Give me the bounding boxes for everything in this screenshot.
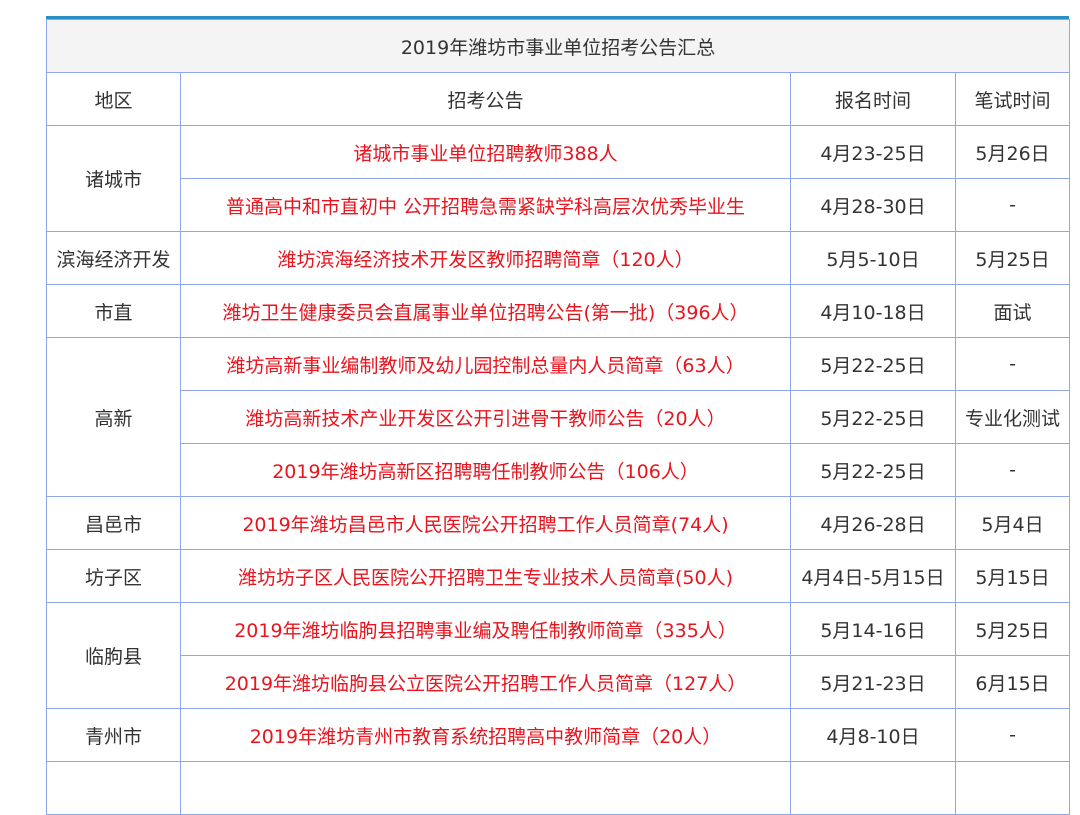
notice-link[interactable]: 潍坊滨海经济技术开发区教师招聘简章（120人） — [180, 231, 791, 285]
notice-link[interactable]: 2019年潍坊临朐县招聘事业编及聘任制教师简章（335人） — [180, 602, 791, 656]
table-row: 市直 潍坊卫生健康委员会直属事业单位招聘公告(第一批)（396人） 4月10-18日… — [46, 284, 1071, 338]
exam-time-cell: - — [954, 337, 1071, 391]
empty-cell — [954, 761, 1071, 815]
empty-cell — [180, 761, 791, 815]
region-cell: 诸城市 — [46, 125, 181, 232]
notice-link[interactable]: 2019年潍坊青州市教育系统招聘高中教师简章（20人） — [180, 708, 791, 762]
table-row: 青州市 2019年潍坊青州市教育系统招聘高中教师简章（20人） 4月8-10日 - — [46, 708, 1071, 762]
region-cell: 坊子区 — [46, 549, 181, 603]
empty-cell — [46, 761, 181, 815]
exam-time-cell: 5月26日 — [954, 125, 1071, 179]
table-row: 2019年潍坊高新区招聘聘任制教师公告（106人） 5月22-25日 - — [47, 443, 1071, 497]
signup-time-cell: 4月28-30日 — [790, 178, 956, 232]
notice-link[interactable]: 2019年潍坊昌邑市人民医院公开招聘工作人员简章(74人) — [180, 496, 791, 550]
table-row: 临朐县 2019年潍坊临朐县招聘事业编及聘任制教师简章（335人） 5月14-16日… — [46, 602, 1071, 709]
recruitment-summary-table-container: 2019年潍坊市事业单位招考公告汇总 地区 招考公告 报名时间 笔试时间 诸城市… — [45, 16, 1071, 815]
region-cell: 市直 — [46, 284, 181, 338]
region-cell: 滨海经济开发 — [46, 231, 181, 285]
table-row: 高新 潍坊高新事业编制教师及幼儿园控制总量内人员简章（63人） 5月22-25日 - — [46, 337, 1071, 497]
empty-cell — [790, 761, 956, 815]
exam-time-cell: 5月25日 — [954, 602, 1071, 656]
signup-time-cell: 5月21-23日 — [790, 655, 956, 709]
region-cell: 昌邑市 — [46, 496, 181, 550]
notice-link[interactable]: 普通高中和市直初中 公开招聘急需紧缺学科高层次优秀毕业生 — [180, 178, 791, 232]
region-cell: 高新 — [46, 337, 181, 497]
notice-link[interactable]: 2019年潍坊高新区招聘聘任制教师公告（106人） — [180, 443, 791, 497]
notice-link[interactable]: 2019年潍坊临朐县公立医院公开招聘工作人员简章（127人） — [180, 655, 791, 709]
exam-time-cell: 5月15日 — [954, 549, 1071, 603]
table-row: 滨海经济开发 潍坊滨海经济技术开发区教师招聘简章（120人） 5月5-10日 5月25… — [46, 231, 1071, 285]
signup-time-cell: 4月23-25日 — [790, 125, 956, 179]
notice-link[interactable]: 诸城市事业单位招聘教师388人 — [180, 125, 791, 179]
table-body: 诸城市 诸城市事业单位招聘教师388人 4月23-25日 5月26日 普通高中和市直初中… — [46, 125, 1071, 815]
recruitment-summary-table: 2019年潍坊市事业单位招考公告汇总 地区 招考公告 报名时间 笔试时间 诸城市… — [45, 19, 1071, 815]
exam-time-cell: 专业化测试 — [954, 390, 1071, 444]
table-row-partial — [46, 761, 1071, 815]
signup-time-cell: 5月22-25日 — [790, 443, 956, 497]
region-cell: 青州市 — [46, 708, 181, 762]
table-row: 昌邑市 2019年潍坊昌邑市人民医院公开招聘工作人员简章(74人) 4月26-28日… — [46, 496, 1071, 550]
exam-time-cell: 6月15日 — [954, 655, 1071, 709]
table-row: 普通高中和市直初中 公开招聘急需紧缺学科高层次优秀毕业生 4月28-30日 - — [47, 178, 1071, 232]
signup-time-cell: 5月5-10日 — [790, 231, 956, 285]
notice-link[interactable]: 潍坊高新技术产业开发区公开引进骨干教师公告（20人） — [180, 390, 791, 444]
signup-time-cell: 4月4日-5月15日 — [790, 549, 956, 603]
region-cell: 临朐县 — [46, 602, 181, 709]
signup-time-cell: 4月8-10日 — [790, 708, 956, 762]
signup-time-cell: 5月14-16日 — [790, 602, 956, 656]
signup-time-cell: 4月10-18日 — [790, 284, 956, 338]
table-row: 2019年潍坊临朐县公立医院公开招聘工作人员简章（127人） 5月21-23日 6月… — [47, 655, 1071, 709]
exam-time-cell: 5月4日 — [954, 496, 1071, 550]
header-signup-time: 报名时间 — [790, 72, 956, 126]
table-title: 2019年潍坊市事业单位招考公告汇总 — [45, 19, 1071, 73]
signup-time-cell: 4月26-28日 — [790, 496, 956, 550]
header-exam-time: 笔试时间 — [954, 72, 1071, 126]
signup-time-cell: 5月22-25日 — [790, 337, 956, 391]
exam-time-cell: 面试 — [954, 284, 1071, 338]
exam-time-cell: - — [954, 708, 1071, 762]
notice-link[interactable]: 潍坊卫生健康委员会直属事业单位招聘公告(第一批)（396人） — [180, 284, 791, 338]
exam-time-cell: - — [954, 443, 1071, 497]
header-region: 地区 — [46, 72, 181, 126]
table-row: 诸城市 诸城市事业单位招聘教师388人 4月23-25日 5月26日 — [46, 125, 1071, 232]
exam-time-cell: - — [954, 178, 1071, 232]
table-row: 坊子区 潍坊坊子区人民医院公开招聘卫生专业技术人员简章(50人) 4月4日-5月15… — [46, 549, 1071, 603]
notice-link[interactable]: 潍坊坊子区人民医院公开招聘卫生专业技术人员简章(50人) — [180, 549, 791, 603]
exam-time-cell: 5月25日 — [954, 231, 1071, 285]
signup-time-cell: 5月22-25日 — [790, 390, 956, 444]
header-notice: 招考公告 — [180, 72, 791, 126]
notice-link[interactable]: 潍坊高新事业编制教师及幼儿园控制总量内人员简章（63人） — [180, 337, 791, 391]
table-row: 潍坊高新技术产业开发区公开引进骨干教师公告（20人） 5月22-25日 专业化测试 — [47, 390, 1071, 444]
